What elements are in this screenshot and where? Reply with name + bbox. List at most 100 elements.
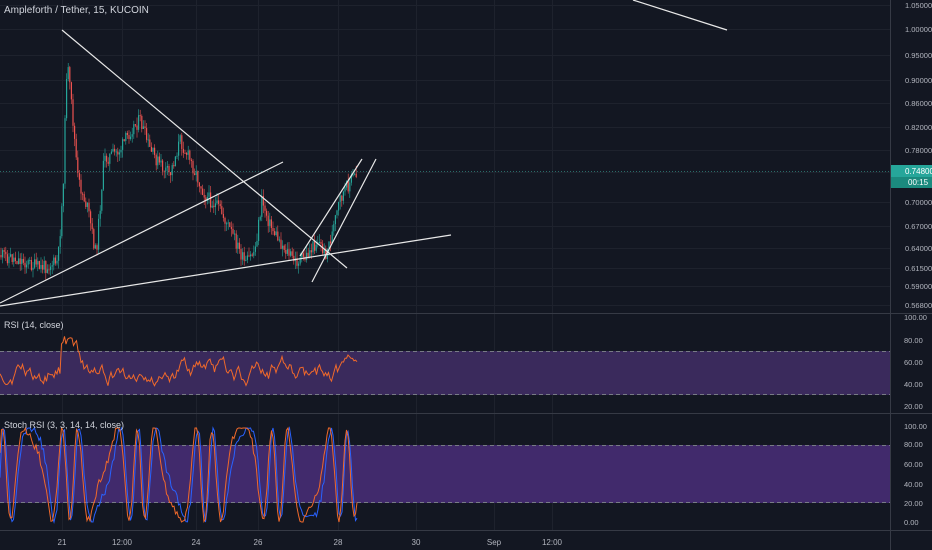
price-axis[interactable] [890, 0, 932, 530]
countdown-label: 00:15 [908, 178, 929, 187]
candle-body [298, 263, 300, 266]
candle-body [338, 201, 340, 211]
candle-body [35, 259, 37, 265]
candle-body [77, 157, 79, 174]
candle-body [38, 261, 40, 269]
candle-body [234, 233, 236, 235]
candle-body [72, 99, 74, 126]
candle-body [333, 224, 335, 232]
price-tick: 0.78000 [905, 146, 932, 155]
candle-body [181, 135, 183, 149]
candle-body [214, 203, 216, 208]
candle-body [176, 155, 178, 157]
candle-body [91, 223, 93, 230]
candle-body [202, 188, 204, 195]
candle-body [5, 251, 7, 255]
candle-body [200, 186, 202, 189]
candle-body [142, 126, 144, 129]
candle-body [205, 197, 207, 201]
trendline-ascending-support[interactable] [0, 161, 284, 304]
candle-body [355, 173, 357, 178]
stoch-rsi-title: Stoch RSI (3, 3, 14, 14, close) [4, 420, 124, 430]
trendline-channel-upper[interactable] [299, 158, 363, 257]
candle-body [270, 219, 272, 228]
candle-body [251, 254, 253, 256]
candle-body [315, 244, 317, 251]
candle-body [141, 115, 143, 129]
candle-body [237, 242, 239, 249]
price-tick: 0.90000 [905, 76, 932, 85]
candle-body [344, 187, 346, 192]
candle-body [96, 245, 98, 250]
candle-body [301, 253, 303, 258]
stoch-tick: 20.00 [904, 499, 923, 508]
candle-body [58, 246, 60, 261]
candle-body [339, 195, 341, 202]
candle-body [227, 222, 229, 224]
time-tick: 26 [254, 538, 263, 547]
candle-body [320, 241, 322, 244]
candle-body [43, 261, 45, 270]
stoch-tick: 80.00 [904, 440, 923, 449]
candle-body [61, 206, 63, 237]
trendline-top-right[interactable] [632, 0, 728, 31]
time-tick: 12:00 [112, 538, 133, 547]
candle-body [107, 161, 109, 164]
price-tick: 0.67000 [905, 222, 932, 231]
candle-body [117, 151, 119, 155]
candle-body [296, 258, 298, 266]
candle-body [197, 171, 199, 183]
candle-body [160, 160, 162, 163]
candle-body [182, 148, 184, 153]
candle-body [37, 261, 39, 265]
price-tick: 1.05000 [905, 1, 932, 10]
trendlines[interactable] [0, 0, 728, 307]
candle-body [155, 154, 157, 166]
candle-body [246, 255, 248, 260]
candle-body [90, 211, 92, 224]
stoch-tick: 40.00 [904, 480, 923, 489]
stoch-k-line [0, 426, 358, 524]
candle-body [322, 243, 324, 254]
candle-body [150, 146, 152, 152]
candle-body [243, 252, 245, 261]
candle-body [354, 173, 356, 175]
candle-body [318, 241, 320, 243]
candle-body [54, 257, 56, 264]
candle-body [186, 152, 188, 155]
candle-body [133, 124, 135, 135]
trendline-descending[interactable] [61, 29, 348, 269]
candle-body [274, 231, 276, 236]
candle-body [130, 136, 132, 139]
candle-body [152, 147, 154, 152]
candle-body [302, 253, 304, 257]
trendline-channel-lower[interactable] [311, 158, 377, 283]
candle-body [48, 269, 50, 271]
candle-body [170, 172, 172, 176]
price-tick: 0.70000 [905, 198, 932, 207]
stoch-series [0, 426, 358, 524]
candle-body [70, 82, 72, 100]
candle-body [242, 252, 244, 260]
trendline-long-support[interactable] [0, 234, 452, 307]
candle-body [16, 261, 18, 264]
candle-body [8, 256, 10, 264]
candle-body [110, 151, 112, 154]
time-axis[interactable]: 21 12:00 24 26 28 30 Sep 12:00 [58, 538, 563, 547]
candle-body [18, 258, 20, 264]
price-tick: 0.56800 [905, 301, 932, 310]
candle-body [163, 170, 165, 172]
price-pane[interactable] [0, 0, 890, 313]
candle-body [314, 241, 316, 251]
candle-body [123, 139, 125, 141]
candle-body [347, 180, 349, 192]
candle-body [118, 152, 120, 155]
candle-body [53, 257, 55, 266]
candle-body [341, 195, 343, 201]
candle-body [19, 258, 21, 265]
price-tick: 0.61500 [905, 264, 932, 273]
candle-body [136, 125, 138, 130]
candle-body [328, 241, 330, 249]
candle-body [75, 138, 77, 158]
